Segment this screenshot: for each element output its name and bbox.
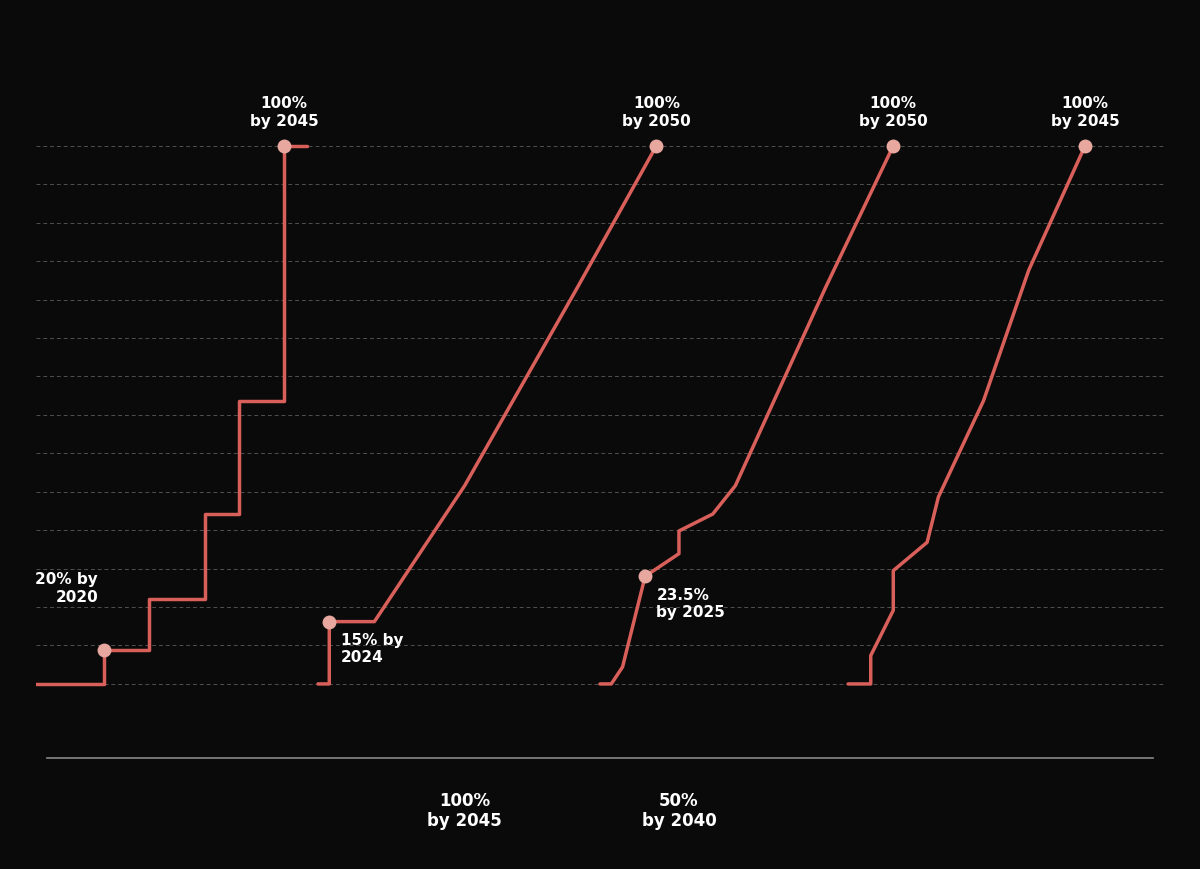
Text: 100%
by 2050: 100% by 2050 xyxy=(622,96,691,129)
Text: 100%
by 2045: 100% by 2045 xyxy=(427,792,502,831)
Text: 50%
by 2040: 50% by 2040 xyxy=(642,792,716,831)
Text: 23.5%
by 2025: 23.5% by 2025 xyxy=(656,587,725,620)
Text: 100%
by 2050: 100% by 2050 xyxy=(859,96,928,129)
Text: 100%
by 2045: 100% by 2045 xyxy=(250,96,318,129)
Text: 15% by
2024: 15% by 2024 xyxy=(341,633,403,666)
Text: 100%
by 2045: 100% by 2045 xyxy=(1051,96,1120,129)
Text: 20% by
2020: 20% by 2020 xyxy=(35,572,98,605)
